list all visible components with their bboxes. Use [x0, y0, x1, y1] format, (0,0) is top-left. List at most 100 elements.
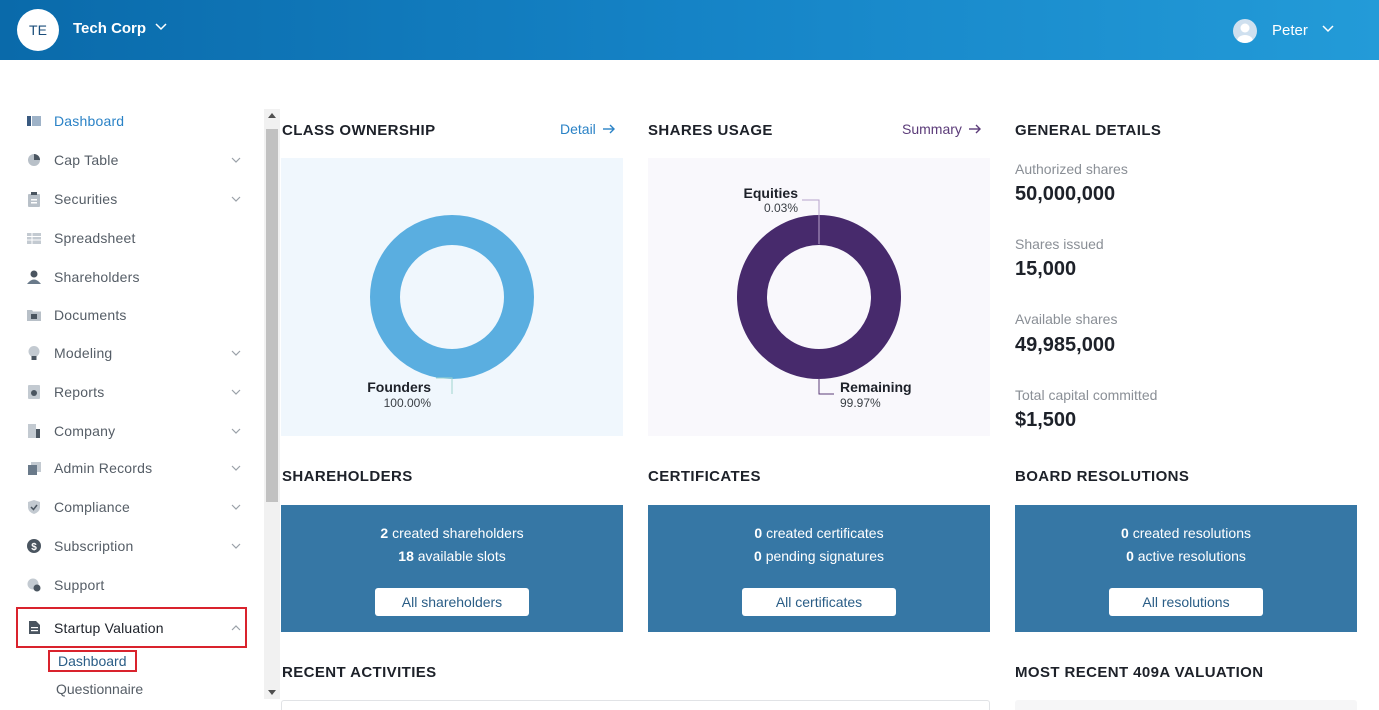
shareholders-slots-text: available slots — [417, 548, 506, 564]
records-icon — [27, 461, 41, 475]
certificates-title: CERTIFICATES — [648, 468, 761, 485]
sidebar-item-label: Securities — [54, 191, 118, 207]
shareholders-slots-line: 18 available slots — [281, 548, 623, 564]
total-capital-label: Total capital committed — [1015, 387, 1158, 403]
slice-category-label: Founders — [367, 379, 431, 395]
chevron-down-icon — [231, 196, 241, 202]
resolutions-created-text: created resolutions — [1132, 525, 1251, 541]
shares-issued-value: 15,000 — [1015, 258, 1077, 280]
sidebar-item-admin-records[interactable]: Admin Records — [16, 451, 247, 485]
sidebar-item-startup-valuation[interactable]: Startup Valuation — [16, 607, 247, 648]
sidebar-item-label: Dashboard — [54, 113, 125, 129]
all-shareholders-button[interactable]: All shareholders — [375, 588, 529, 616]
svg-text:$: $ — [31, 542, 37, 553]
sub-item-questionnaire[interactable]: Questionnaire — [56, 681, 144, 697]
pie-slice-remaining[interactable] — [737, 215, 901, 379]
certificates-created-line: 0 created certificates — [648, 525, 990, 541]
chevron-down-icon[interactable] — [1321, 22, 1335, 36]
spreadsheet-icon — [27, 231, 41, 245]
sidebar-item-label: Company — [54, 423, 116, 439]
slice-value-label: 100.00% — [384, 396, 432, 410]
sidebar-item-dashboard[interactable]: Dashboard — [16, 104, 247, 138]
resolutions-active-text: active resolutions — [1137, 548, 1246, 564]
chevron-down-icon — [231, 389, 241, 395]
sidebar-item-label: Documents — [54, 307, 127, 323]
resolutions-card: 0 created resolutions 0 active resolutio… — [1015, 505, 1357, 632]
shares-usage-chart: Equities 0.03% Remaining 99.97% — [648, 158, 990, 436]
all-certificates-button[interactable]: All certificates — [742, 588, 896, 616]
sidebar-item-spreadsheet[interactable]: Spreadsheet — [16, 221, 247, 255]
sidebar-item-compliance[interactable]: Compliance — [16, 490, 247, 524]
top-bar: TE Tech Corp Peter — [0, 0, 1379, 60]
chevron-down-icon — [231, 157, 241, 163]
sidebar-item-documents[interactable]: Documents — [16, 298, 247, 332]
resolutions-created-line: 0 created resolutions — [1015, 525, 1357, 541]
pie-chart-icon — [27, 153, 41, 167]
sidebar-item-support[interactable]: Support — [16, 568, 247, 602]
shield-icon — [27, 500, 41, 514]
org-avatar[interactable]: TE — [17, 9, 59, 51]
sidebar-item-subscription[interactable]: $ Subscription — [16, 529, 247, 563]
resolutions-active-line: 0 active resolutions — [1015, 548, 1357, 564]
sidebar-scrollbar[interactable] — [264, 109, 280, 699]
sidebar-item-label: Subscription — [54, 538, 134, 554]
sidebar-item-securities[interactable]: Securities — [16, 182, 247, 216]
shareholders-title: SHAREHOLDERS — [282, 468, 413, 485]
user-avatar[interactable] — [1233, 19, 1257, 43]
certificates-pending-text: pending signatures — [765, 548, 884, 564]
dashboard-icon — [27, 114, 41, 128]
certificates-created-text: created certificates — [766, 525, 884, 541]
chevron-down-icon — [231, 465, 241, 471]
sidebar-item-label: Spreadsheet — [54, 230, 136, 246]
recent-activities-title: RECENT ACTIVITIES — [282, 664, 437, 681]
sidebar-item-shareholders[interactable]: Shareholders — [16, 260, 247, 294]
recent-409a-title: MOST RECENT 409A VALUATION — [1015, 664, 1264, 681]
certificates-card: 0 created certificates 0 pending signatu… — [648, 505, 990, 632]
summary-link[interactable]: Summary — [902, 121, 982, 137]
sidebar-item-label: Shareholders — [54, 269, 140, 285]
chevron-down-icon[interactable] — [154, 20, 168, 34]
sub-item-dashboard[interactable]: Dashboard — [48, 650, 137, 672]
detail-link[interactable]: Detail — [560, 121, 616, 137]
chevron-down-icon — [231, 350, 241, 356]
document-icon — [27, 621, 41, 635]
sidebar-item-label: Modeling — [54, 345, 113, 361]
certificates-pending-count: 0 — [754, 548, 762, 564]
class-ownership-chart: Founders 100.00% — [281, 158, 623, 436]
detail-link-label: Detail — [560, 121, 596, 137]
pie-slice-founders[interactable] — [370, 215, 534, 379]
slice-category-label: Equities — [744, 185, 799, 201]
sidebar-item-label: Support — [54, 577, 105, 593]
sidebar-item-label: Compliance — [54, 499, 130, 515]
person-icon — [27, 270, 41, 284]
clipboard-icon — [27, 191, 41, 207]
leader-line — [818, 378, 834, 395]
slice-value-label: 0.03% — [764, 201, 798, 215]
sidebar-item-label: Cap Table — [54, 152, 119, 168]
all-resolutions-button[interactable]: All resolutions — [1109, 588, 1263, 616]
arrow-right-icon — [968, 124, 981, 134]
slice-category-label: Remaining — [840, 379, 912, 395]
scroll-thumb[interactable] — [266, 129, 278, 502]
scroll-down-arrow-icon[interactable] — [268, 690, 276, 695]
scroll-up-arrow-icon[interactable] — [268, 113, 276, 118]
shares-usage-title: SHARES USAGE — [648, 122, 773, 139]
class-ownership-title: CLASS OWNERSHIP — [282, 122, 436, 139]
sidebar-item-cap-table[interactable]: Cap Table — [16, 143, 247, 177]
sidebar-item-modeling[interactable]: Modeling — [16, 336, 247, 370]
available-shares-label: Available shares — [1015, 311, 1118, 327]
shares-issued-label: Shares issued — [1015, 236, 1104, 252]
sidebar-item-label: Admin Records — [54, 460, 153, 476]
shareholders-slots-count: 18 — [398, 548, 414, 564]
sidebar-item-reports[interactable]: Reports — [16, 375, 247, 409]
shareholders-card: 2 created shareholders 18 available slot… — [281, 505, 623, 632]
shareholders-created-text: created shareholders — [392, 525, 524, 541]
certificates-created-count: 0 — [754, 525, 763, 541]
org-name[interactable]: Tech Corp — [73, 20, 147, 37]
general-details-title: GENERAL DETAILS — [1015, 122, 1162, 139]
chevron-down-icon — [231, 428, 241, 434]
user-name[interactable]: Peter — [1272, 22, 1308, 39]
authorized-shares-label: Authorized shares — [1015, 161, 1128, 177]
sidebar-item-company[interactable]: Company — [16, 414, 247, 448]
available-shares-value: 49,985,000 — [1015, 334, 1116, 356]
